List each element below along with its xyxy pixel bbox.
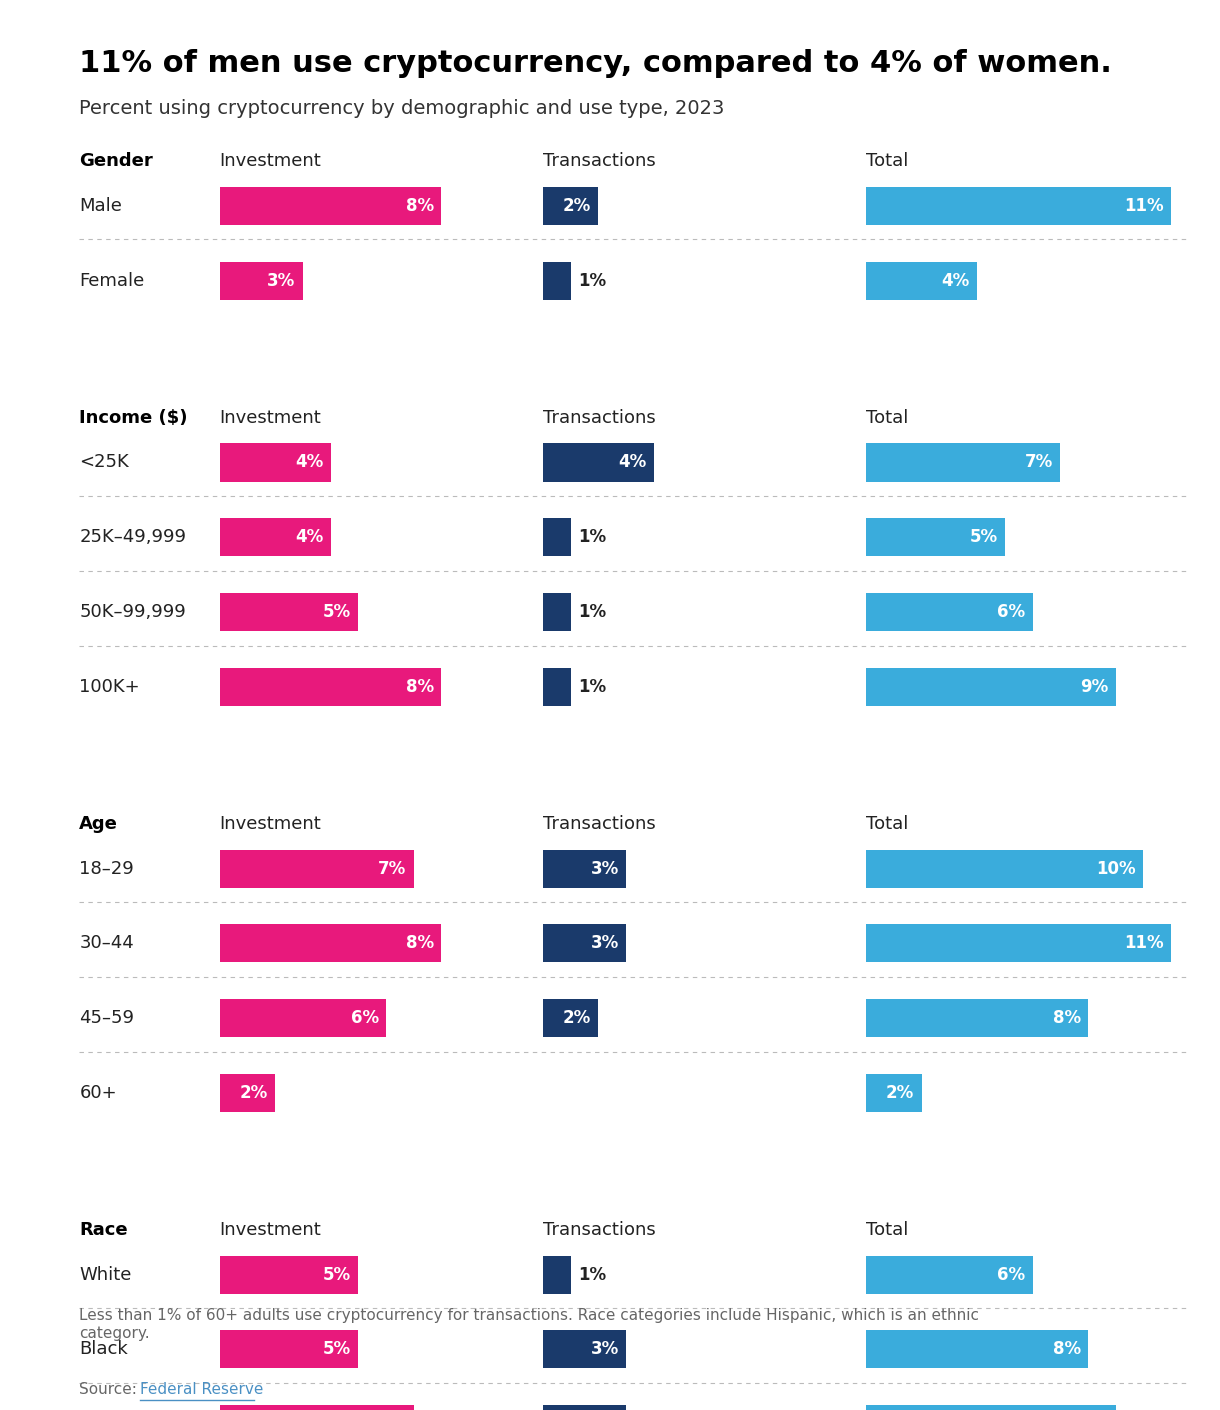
Text: 50K–99,999: 50K–99,999: [79, 603, 185, 620]
Text: 1%: 1%: [578, 529, 606, 546]
Text: 8%: 8%: [1053, 1010, 1081, 1026]
Text: 1%: 1%: [578, 272, 606, 289]
Text: Less than 1% of 60+ adults use cryptocurrency for transactions. Race categories : Less than 1% of 60+ adults use cryptocur…: [79, 1308, 980, 1341]
Text: Percent using cryptocurrency by demographic and use type, 2023: Percent using cryptocurrency by demograp…: [79, 99, 725, 117]
Text: 2%: 2%: [886, 1084, 914, 1101]
Text: Investment: Investment: [220, 1221, 321, 1239]
Text: Male: Male: [79, 197, 122, 214]
Text: 3%: 3%: [267, 272, 295, 289]
Text: Gender: Gender: [79, 152, 152, 171]
Text: 8%: 8%: [406, 935, 434, 952]
Text: 2%: 2%: [239, 1084, 267, 1101]
Text: 11% of men use cryptocurrency, compared to 4% of women.: 11% of men use cryptocurrency, compared …: [79, 49, 1113, 79]
Text: 1%: 1%: [578, 1266, 606, 1283]
Text: 5%: 5%: [323, 1266, 351, 1283]
Text: 8%: 8%: [406, 197, 434, 214]
Text: 11%: 11%: [1125, 197, 1164, 214]
Text: 3%: 3%: [590, 860, 619, 877]
Text: Investment: Investment: [220, 815, 321, 833]
Text: Female: Female: [79, 272, 144, 289]
Text: 4%: 4%: [295, 529, 323, 546]
Text: Federal Reserve: Federal Reserve: [140, 1382, 264, 1397]
Text: Total: Total: [866, 815, 909, 833]
Text: 4%: 4%: [942, 272, 970, 289]
Text: Age: Age: [79, 815, 118, 833]
Text: 6%: 6%: [997, 603, 1025, 620]
Text: 2%: 2%: [562, 197, 590, 214]
Text: 60+: 60+: [79, 1084, 117, 1101]
Text: 9%: 9%: [1080, 678, 1109, 695]
Text: 7%: 7%: [378, 860, 406, 877]
Text: 6%: 6%: [350, 1010, 378, 1026]
Text: Race: Race: [79, 1221, 128, 1239]
Text: 25K–49,999: 25K–49,999: [79, 529, 187, 546]
Text: 45–59: 45–59: [79, 1010, 134, 1026]
Text: 2%: 2%: [562, 1010, 590, 1026]
Text: 6%: 6%: [997, 1266, 1025, 1283]
Text: 3%: 3%: [590, 1341, 619, 1358]
Text: 8%: 8%: [406, 678, 434, 695]
Text: Total: Total: [866, 152, 909, 171]
Text: 8%: 8%: [1053, 1341, 1081, 1358]
Text: Transactions: Transactions: [543, 815, 655, 833]
Text: Investment: Investment: [220, 152, 321, 171]
Text: Transactions: Transactions: [543, 1221, 655, 1239]
Text: Transactions: Transactions: [543, 152, 655, 171]
Text: 5%: 5%: [323, 603, 351, 620]
Text: 7%: 7%: [1025, 454, 1053, 471]
Text: Black: Black: [79, 1341, 128, 1358]
Text: Source:: Source:: [79, 1382, 142, 1397]
Text: 30–44: 30–44: [79, 935, 134, 952]
Text: 5%: 5%: [970, 529, 998, 546]
Text: 4%: 4%: [619, 454, 647, 471]
Text: White: White: [79, 1266, 132, 1283]
Text: Investment: Investment: [220, 409, 321, 427]
Text: 11%: 11%: [1125, 935, 1164, 952]
Text: 18–29: 18–29: [79, 860, 134, 877]
Text: Income ($): Income ($): [79, 409, 188, 427]
Text: 1%: 1%: [578, 678, 606, 695]
Text: 5%: 5%: [323, 1341, 351, 1358]
Text: 10%: 10%: [1097, 860, 1136, 877]
Text: 100K+: 100K+: [79, 678, 140, 695]
Text: 4%: 4%: [295, 454, 323, 471]
Text: 1%: 1%: [578, 603, 606, 620]
Text: Total: Total: [866, 1221, 909, 1239]
Text: Transactions: Transactions: [543, 409, 655, 427]
Text: <25K: <25K: [79, 454, 129, 471]
Text: Total: Total: [866, 409, 909, 427]
Text: 3%: 3%: [590, 935, 619, 952]
